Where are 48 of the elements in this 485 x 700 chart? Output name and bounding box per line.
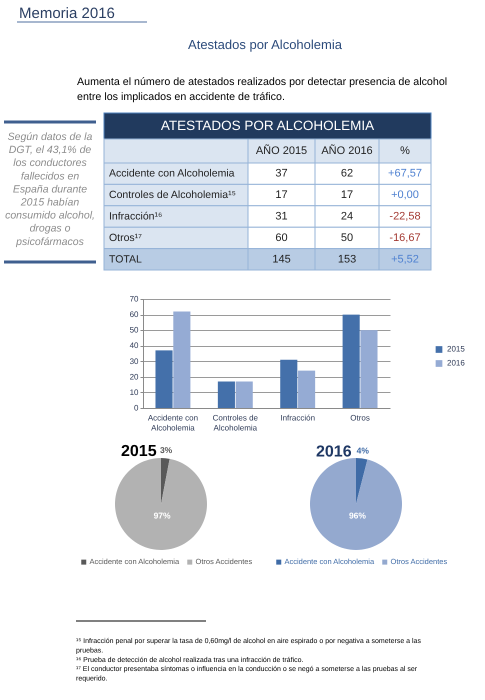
data-label: 60 (275, 232, 288, 244)
y-tick-label: 0 (134, 404, 140, 412)
data-label: 62 (340, 168, 354, 180)
x-tick-label: Infracción (280, 414, 316, 422)
category-label: Infracción¹⁶ (109, 210, 162, 222)
text: Según datos de la DGT, el 43,1% de los conductores fallecidos en España durante 2015 habían consumido alcohol, drogas o psicofármacos (5, 131, 95, 248)
series-label: AÑO 2016 (321, 144, 373, 157)
y-tick-label: 30 (130, 356, 140, 366)
data-label: 145 (272, 253, 291, 266)
series-label: AÑO 2015 (256, 144, 308, 157)
y-tick-label: 20 (130, 372, 140, 382)
series-label: % (400, 145, 410, 157)
y-tick-label: 50 (130, 326, 140, 335)
data-label: 153 (338, 253, 356, 266)
category-label: Accidente con Alcoholemia (109, 168, 235, 180)
category-label: Controles de Alcoholemia¹⁵ (109, 189, 236, 202)
data-label: 17 (340, 189, 354, 202)
y-tick-label: 60 (130, 310, 140, 320)
y-tick-label: 10 (130, 388, 140, 397)
data-label: +5,52 (391, 253, 419, 266)
data-label: 4% (356, 445, 370, 456)
data-label: 3% (160, 445, 173, 456)
y-tick-label: 70 (130, 294, 140, 304)
legend-label: 2015 (447, 344, 466, 354)
data-label: 24 (340, 210, 354, 222)
text: Atestados por Alcoholemia (188, 37, 343, 52)
x-tick-label: Accidente con Alcoholemia (148, 414, 198, 432)
x-tick-label: Controles de Alcoholemia (212, 414, 259, 432)
data-label: 96% (348, 510, 366, 520)
data-label: 50 (340, 232, 354, 244)
category-label: TOTAL (109, 253, 142, 266)
chart-title: 2015 (121, 443, 157, 460)
x-tick-label: Otros (350, 414, 370, 422)
chart-title: 2016 (316, 443, 352, 460)
data-label: -16,67 (389, 232, 421, 244)
data-label: -22,58 (389, 210, 421, 222)
y-tick-label: 40 (130, 341, 140, 350)
text: Aumenta el número de atestados realizados por detectar presencia de alcohol entre los implicados en accidente de tráfico. (77, 76, 448, 103)
data-label: +67,57 (388, 168, 422, 180)
data-label: +0,00 (391, 189, 419, 202)
text: ATESTADOS POR ALCOHOLEMIA (160, 118, 374, 133)
text: Memoria 2016 (19, 5, 115, 22)
legend-label: 2016 (447, 358, 466, 368)
data-label: 17 (275, 189, 288, 202)
data-label: 97% (154, 510, 172, 520)
data-label: 31 (275, 210, 288, 222)
category-label: Otros¹⁷ (109, 232, 142, 244)
data-label: 37 (275, 168, 288, 180)
